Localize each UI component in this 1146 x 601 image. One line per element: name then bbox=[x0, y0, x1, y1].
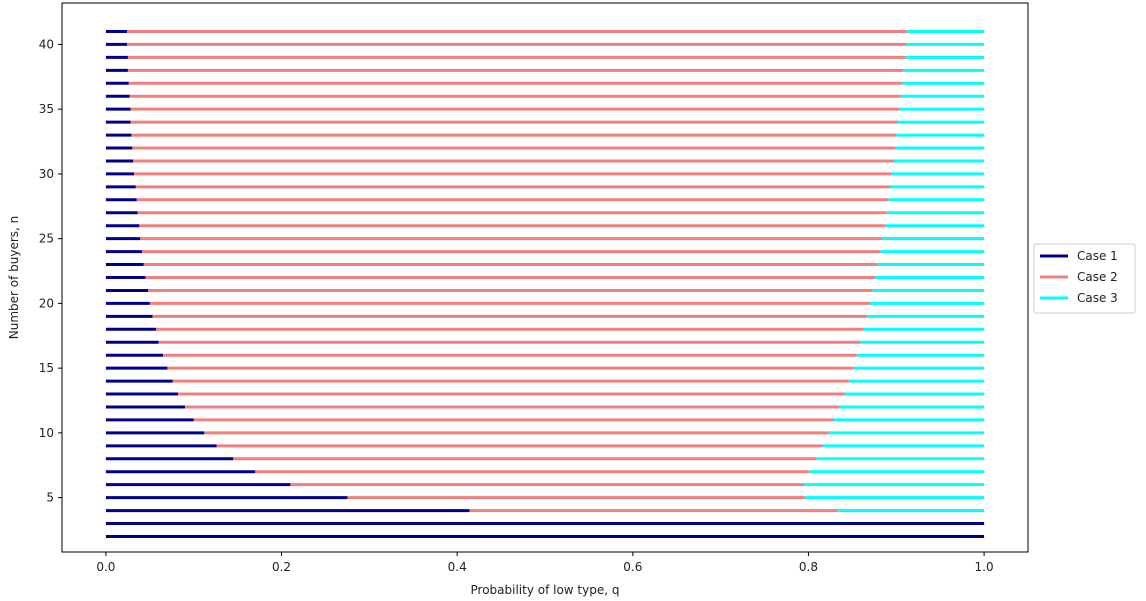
plot-frame bbox=[61, 2, 1029, 553]
y-tick-label: 15 bbox=[39, 361, 54, 375]
plot-area bbox=[105, 29, 985, 538]
y-tick-label: 10 bbox=[39, 426, 54, 440]
x-axis: 0.0 0.2 0.4 0.6 0.8 1.0 bbox=[96, 552, 994, 574]
y-axis: 5 10 15 20 25 30 35 40 bbox=[39, 37, 62, 505]
y-tick-label: 20 bbox=[39, 296, 54, 310]
y-tick-label: 35 bbox=[39, 102, 54, 116]
x-tick-label: 0.8 bbox=[799, 560, 818, 574]
y-tick-label: 30 bbox=[39, 167, 54, 181]
x-tick-label: 0.0 bbox=[96, 560, 115, 574]
legend: Case 1 Case 2 Case 3 bbox=[1033, 243, 1136, 314]
x-tick-label: 0.4 bbox=[448, 560, 467, 574]
x-tick-label: 0.2 bbox=[272, 560, 291, 574]
x-tick-label: 1.0 bbox=[975, 560, 994, 574]
legend-entry: Case 2 bbox=[1077, 270, 1118, 284]
y-tick-label: 5 bbox=[46, 491, 54, 505]
y-tick-label: 40 bbox=[39, 37, 54, 51]
legend-entry: Case 3 bbox=[1077, 291, 1118, 305]
legend-box bbox=[1033, 243, 1136, 314]
y-axis-label: Number of buyers, n bbox=[7, 216, 21, 340]
x-axis-label: Probability of low type, q bbox=[471, 583, 620, 597]
legend-entry: Case 1 bbox=[1077, 249, 1118, 263]
y-tick-label: 25 bbox=[39, 232, 54, 246]
x-tick-label: 0.6 bbox=[623, 560, 642, 574]
